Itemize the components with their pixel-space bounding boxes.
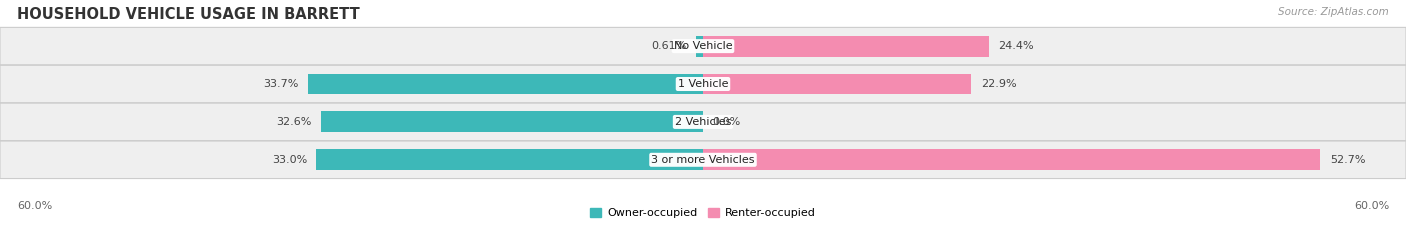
Text: HOUSEHOLD VEHICLE USAGE IN BARRETT: HOUSEHOLD VEHICLE USAGE IN BARRETT	[17, 7, 360, 22]
FancyBboxPatch shape	[0, 103, 1406, 141]
FancyBboxPatch shape	[0, 65, 1406, 103]
Text: 22.9%: 22.9%	[981, 79, 1017, 89]
Text: 3 or more Vehicles: 3 or more Vehicles	[651, 155, 755, 165]
FancyBboxPatch shape	[0, 27, 1406, 65]
Text: 33.0%: 33.0%	[271, 155, 307, 165]
Text: 24.4%: 24.4%	[998, 41, 1033, 51]
Text: 2 Vehicles: 2 Vehicles	[675, 117, 731, 127]
Text: 60.0%: 60.0%	[17, 201, 52, 211]
Bar	[308, 74, 703, 95]
Text: 32.6%: 32.6%	[277, 117, 312, 127]
Bar	[696, 36, 703, 57]
Text: No Vehicle: No Vehicle	[673, 41, 733, 51]
Text: Source: ZipAtlas.com: Source: ZipAtlas.com	[1278, 7, 1389, 17]
FancyBboxPatch shape	[0, 141, 1406, 179]
Text: 33.7%: 33.7%	[263, 79, 298, 89]
Bar	[316, 149, 703, 170]
Text: 0.61%: 0.61%	[651, 41, 686, 51]
Bar	[703, 149, 1320, 170]
Text: 0.0%: 0.0%	[713, 117, 741, 127]
Bar	[703, 74, 972, 95]
Bar	[703, 36, 988, 57]
Text: 52.7%: 52.7%	[1330, 155, 1365, 165]
Text: 1 Vehicle: 1 Vehicle	[678, 79, 728, 89]
Text: 60.0%: 60.0%	[1354, 201, 1389, 211]
Legend: Owner-occupied, Renter-occupied: Owner-occupied, Renter-occupied	[586, 203, 820, 223]
Bar	[321, 111, 703, 132]
